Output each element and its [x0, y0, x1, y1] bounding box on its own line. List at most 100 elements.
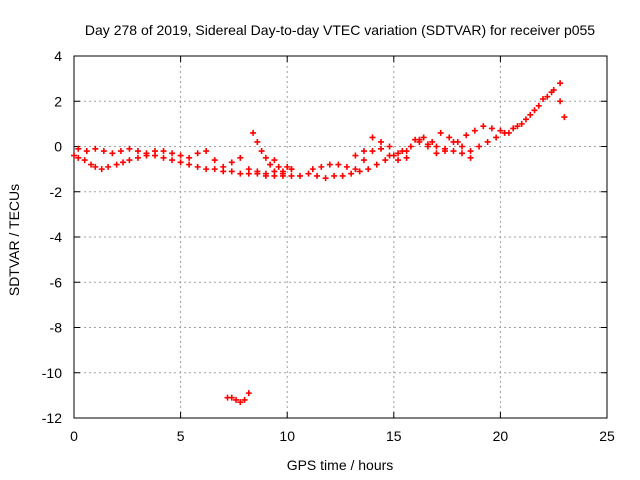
data-point [514, 123, 521, 130]
data-point [92, 163, 99, 170]
data-point [120, 159, 127, 166]
data-point [305, 170, 312, 177]
data-point [254, 138, 261, 145]
data-point [450, 148, 457, 155]
data-point [309, 166, 316, 173]
x-tick-label: 15 [386, 428, 402, 444]
grid [74, 56, 607, 418]
data-point [279, 168, 286, 175]
data-point [296, 172, 303, 179]
data-point [211, 157, 218, 164]
data-point [250, 129, 257, 136]
data-point [360, 148, 367, 155]
data-point [420, 134, 427, 141]
x-tick-label: 5 [177, 428, 185, 444]
data-point [92, 145, 99, 152]
data-point [382, 157, 389, 164]
data-point [220, 163, 227, 170]
data-point [407, 143, 414, 150]
data-point [510, 125, 517, 132]
data-point [416, 136, 423, 143]
y-tick-label: -10 [42, 365, 62, 381]
data-point [339, 172, 346, 179]
data-point [318, 163, 325, 170]
chart-title: Day 278 of 2019, Sidereal Day-to-day VTE… [85, 22, 595, 38]
data-point [476, 143, 483, 150]
data-point [237, 399, 244, 406]
data-point [437, 129, 444, 136]
data-points [71, 80, 568, 406]
data-point [177, 159, 184, 166]
data-point [113, 161, 120, 168]
data-point [211, 166, 218, 173]
data-point [203, 166, 210, 173]
data-point [228, 159, 235, 166]
data-point [497, 127, 504, 134]
y-tick-label: 2 [54, 93, 62, 109]
data-series [250, 129, 474, 175]
data-point [245, 166, 252, 173]
data-point [356, 168, 363, 175]
data-point [386, 143, 393, 150]
data-point [343, 163, 350, 170]
data-point [360, 157, 367, 164]
data-series [71, 86, 568, 182]
data-point [81, 157, 88, 164]
data-point [186, 161, 193, 168]
data-series [75, 80, 564, 177]
x-tick-label: 20 [493, 428, 509, 444]
data-point [518, 120, 525, 127]
data-point [488, 125, 495, 132]
data-point [403, 148, 410, 155]
data-point [203, 148, 210, 155]
data-point [126, 145, 133, 152]
data-point [505, 129, 512, 136]
data-point [378, 138, 385, 145]
data-point [100, 148, 107, 155]
data-point [365, 166, 372, 173]
data-point [433, 143, 440, 150]
data-point [561, 114, 568, 121]
data-point [177, 152, 184, 159]
data-point [463, 132, 470, 139]
data-point [245, 390, 252, 397]
data-point [531, 107, 538, 114]
data-point [169, 150, 176, 157]
data-point [322, 175, 329, 182]
data-point [480, 123, 487, 130]
y-tick-label: -6 [50, 274, 63, 290]
data-point [548, 89, 555, 96]
data-point [395, 157, 402, 164]
data-point [228, 168, 235, 175]
data-point [484, 138, 491, 145]
data-point [335, 161, 342, 168]
data-point [117, 148, 124, 155]
data-point [441, 148, 448, 155]
data-point [288, 172, 295, 179]
data-point [75, 145, 82, 152]
data-point [326, 161, 333, 168]
data-series [224, 390, 252, 406]
data-point [160, 148, 167, 155]
data-point [194, 150, 201, 157]
data-point [83, 148, 90, 155]
data-point [271, 157, 278, 164]
data-point [254, 168, 261, 175]
data-point [535, 102, 542, 109]
data-point [493, 134, 500, 141]
data-point [454, 138, 461, 145]
data-point [126, 157, 133, 164]
data-point [160, 154, 167, 161]
data-point [378, 145, 385, 152]
axis-ticks: 0 5 10 15 20 25 -12 -10 -8 -6 -4 -2 0 2 4 [42, 48, 615, 444]
data-point [152, 148, 159, 155]
data-point [284, 163, 291, 170]
y-axis-label: SDTVAR / TECUs [6, 184, 22, 296]
data-point [267, 161, 274, 168]
data-point [237, 170, 244, 177]
y-tick-label: -12 [42, 410, 62, 426]
data-point [186, 154, 193, 161]
data-point [433, 150, 440, 157]
data-point [522, 116, 529, 123]
